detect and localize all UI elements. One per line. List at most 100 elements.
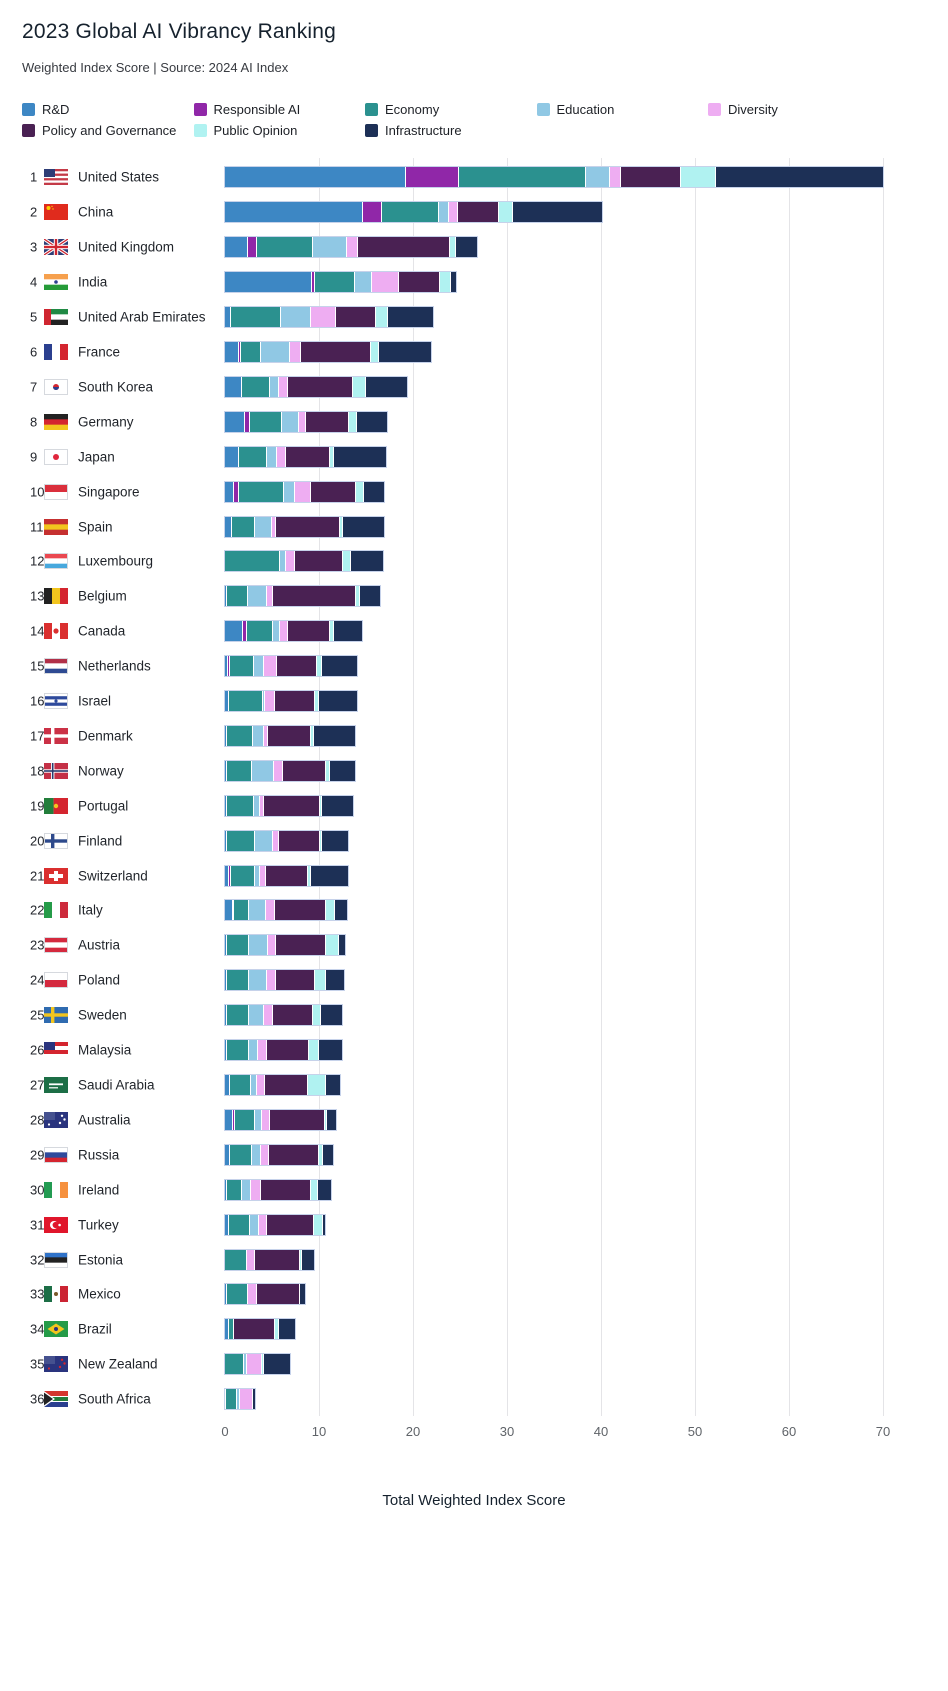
bar-south-korea [225, 376, 408, 397]
segment-diversity [247, 1284, 257, 1305]
legend-row-2: Policy and Governance Public Opinion Infra… [22, 120, 932, 141]
flag-china-icon [44, 204, 68, 221]
segment-policy-and-governance [301, 341, 371, 362]
row-denmark: 17 Denmark [0, 719, 948, 754]
country-label: Luxembourg [78, 553, 154, 569]
segment-policy-and-governance [255, 1249, 301, 1270]
flag-india-icon [44, 274, 68, 291]
rank-number: 35 [30, 1356, 45, 1372]
bar-united-arab-emirates [225, 307, 433, 328]
segment-diversity [256, 1075, 266, 1096]
bar-belgium [225, 586, 381, 607]
segment-r-d [225, 167, 407, 188]
segment-economy [226, 725, 254, 746]
segment-policy-and-governance [458, 202, 500, 223]
segment-education [250, 1214, 259, 1235]
segment-diversity [371, 272, 399, 293]
flag-israel-icon [44, 693, 68, 710]
segment-diversity [267, 586, 273, 607]
segment-r-d [225, 1005, 227, 1026]
rank-number: 36 [30, 1391, 45, 1407]
segment-education [272, 621, 280, 642]
gridline-60 [789, 158, 790, 1416]
country-label: Sweden [78, 1007, 127, 1023]
segment-economy [228, 1214, 251, 1235]
flag-russia-icon [44, 1146, 68, 1164]
legend-swatch-icon [193, 124, 207, 137]
segment-public-opinion [343, 551, 351, 572]
segment-diversity [295, 481, 312, 502]
country-label: Italy [78, 902, 103, 918]
segment-education [241, 1179, 252, 1200]
segment-economy [240, 341, 261, 362]
segment-policy-and-governance [274, 900, 327, 921]
segment-infrastructure [322, 1144, 334, 1165]
segment-infrastructure [357, 411, 387, 432]
flag-luxembourg-icon [44, 553, 68, 570]
segment-public-opinion [308, 1040, 319, 1061]
row-russia: 29 Russia [0, 1137, 948, 1172]
country-label: South Africa [78, 1391, 151, 1407]
country-label: India [78, 274, 108, 290]
segment-policy-and-governance [268, 725, 311, 746]
row-france: 6 France [0, 335, 948, 370]
flag-mexico-icon [44, 1286, 69, 1303]
country-label: Ireland [78, 1182, 120, 1198]
rank-number: 23 [30, 937, 45, 953]
rank-number: 31 [30, 1217, 45, 1233]
segment-public-opinion [330, 621, 334, 642]
bar-new-zealand [225, 1354, 290, 1375]
country-label: Poland [78, 972, 121, 988]
bar-spain [225, 516, 384, 537]
flag-south-africa-icon [44, 1391, 68, 1408]
legend-item-responsible-ai: Responsible AI [193, 102, 366, 117]
segment-infrastructure [263, 1354, 290, 1375]
segment-economy [226, 1179, 242, 1200]
country-label: Norway [78, 763, 124, 779]
rank-number: 28 [30, 1112, 45, 1128]
segment-public-opinion [325, 935, 339, 956]
flag-austria-icon [44, 937, 68, 954]
segment-diversity [257, 1040, 268, 1061]
rank-number: 8 [30, 414, 38, 430]
segment-diversity [273, 760, 284, 781]
segment-responsible-ai [232, 1109, 236, 1130]
rank-number: 6 [30, 344, 38, 360]
row-poland: 24 Poland [0, 963, 948, 998]
segment-responsible-ai [244, 411, 251, 432]
segment-infrastructure [318, 1179, 332, 1200]
x-tick-label-50: 50 [687, 1424, 703, 1439]
segment-policy-and-governance [265, 1075, 308, 1096]
country-label: Australia [78, 1112, 131, 1128]
segment-policy-and-governance [269, 1144, 319, 1165]
rank-number: 15 [30, 658, 45, 674]
segment-infrastructure [322, 1214, 325, 1235]
flag-norway-icon [44, 762, 68, 779]
rank-number: 11 [30, 519, 44, 535]
legend-label: Education [556, 102, 615, 117]
bar-denmark [225, 725, 355, 746]
segment-policy-and-governance [266, 865, 308, 886]
segment-r-d [225, 516, 232, 537]
segment-public-opinion [355, 586, 361, 607]
segment-infrastructure [360, 586, 381, 607]
row-spain: 11 Spain [0, 509, 948, 544]
segment-economy [229, 656, 255, 677]
legend-item-infrastructure: Infrastructure [365, 123, 537, 138]
legend-item-economy: Economy [365, 102, 537, 117]
segment-public-opinion [326, 900, 335, 921]
segment-r-d [225, 307, 231, 328]
segment-infrastructure [311, 865, 349, 886]
segment-infrastructure [379, 341, 431, 362]
segment-r-d [225, 1040, 227, 1061]
segment-education [254, 656, 265, 677]
bar-norway [225, 760, 355, 781]
bar-portugal [225, 795, 353, 816]
segment-diversity [264, 725, 269, 746]
flag-canada-icon [44, 623, 69, 640]
segment-economy [226, 1389, 238, 1410]
country-label: Turkey [78, 1217, 119, 1233]
segment-policy-and-governance [358, 237, 450, 258]
segment-public-opinion [318, 1144, 323, 1165]
segment-education [255, 865, 260, 886]
